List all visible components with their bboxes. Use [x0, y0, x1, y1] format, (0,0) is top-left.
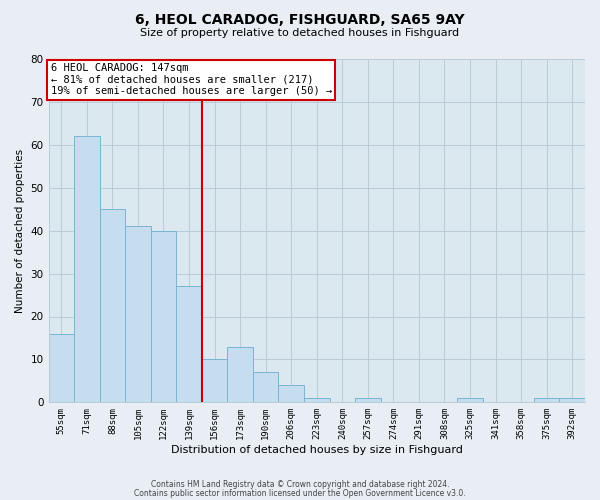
Bar — [151, 230, 176, 402]
Text: 6, HEOL CARADOG, FISHGUARD, SA65 9AY: 6, HEOL CARADOG, FISHGUARD, SA65 9AY — [135, 12, 465, 26]
Bar — [74, 136, 100, 402]
Bar — [278, 385, 304, 402]
Text: 6 HEOL CARADOG: 147sqm
← 81% of detached houses are smaller (217)
19% of semi-de: 6 HEOL CARADOG: 147sqm ← 81% of detached… — [50, 64, 332, 96]
Y-axis label: Number of detached properties: Number of detached properties — [15, 148, 25, 312]
Bar — [176, 286, 202, 403]
X-axis label: Distribution of detached houses by size in Fishguard: Distribution of detached houses by size … — [171, 445, 463, 455]
Text: Contains public sector information licensed under the Open Government Licence v3: Contains public sector information licen… — [134, 488, 466, 498]
Bar — [202, 360, 227, 403]
Text: Contains HM Land Registry data © Crown copyright and database right 2024.: Contains HM Land Registry data © Crown c… — [151, 480, 449, 489]
Bar — [49, 334, 74, 402]
Bar — [355, 398, 380, 402]
Bar — [534, 398, 559, 402]
Bar — [457, 398, 483, 402]
Bar — [304, 398, 329, 402]
Bar — [559, 398, 585, 402]
Text: Size of property relative to detached houses in Fishguard: Size of property relative to detached ho… — [140, 28, 460, 38]
Bar — [125, 226, 151, 402]
Bar — [227, 346, 253, 403]
Bar — [100, 209, 125, 402]
Bar — [253, 372, 278, 402]
